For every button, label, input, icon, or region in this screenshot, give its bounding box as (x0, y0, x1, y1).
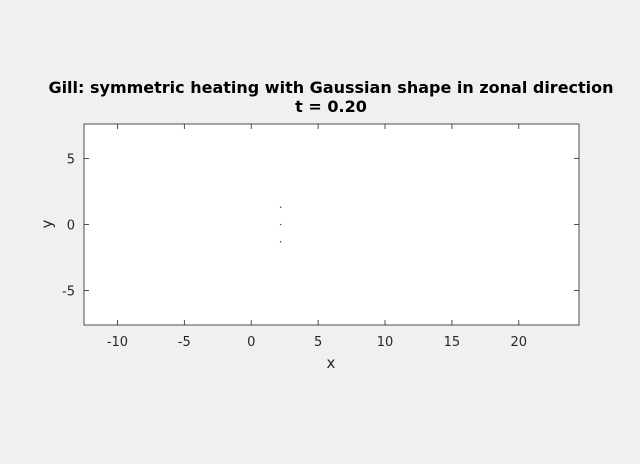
chart-subtitle: t = 0.20 (295, 97, 367, 116)
x-tick-label: 0 (247, 335, 255, 350)
y-ticks: 5 0 -5 (62, 152, 579, 300)
y-tick-label: -5 (62, 285, 75, 300)
x-tick-label: 5 (314, 335, 322, 350)
y-axis-label: y (38, 219, 56, 228)
x-axis-label: x (327, 354, 336, 372)
data-point (279, 240, 282, 243)
x-tick-label: 10 (377, 335, 394, 350)
x-tick-label: 15 (444, 335, 461, 350)
x-tick-label: -10 (107, 335, 128, 350)
y-tick-label: 5 (67, 152, 75, 167)
x-tick-label: 20 (511, 335, 528, 350)
chart-title: Gill: symmetric heating with Gaussian sh… (48, 78, 613, 97)
data-point (279, 223, 282, 226)
plot-area: -10 -5 0 5 10 15 20 5 0 -5 (62, 123, 580, 350)
y-tick-label: 0 (67, 219, 75, 234)
data-point (279, 206, 282, 209)
x-ticks: -10 -5 0 5 10 15 20 (107, 124, 527, 350)
x-tick-label: -5 (178, 335, 191, 350)
data-points (279, 206, 282, 243)
axes-box (83, 123, 580, 326)
